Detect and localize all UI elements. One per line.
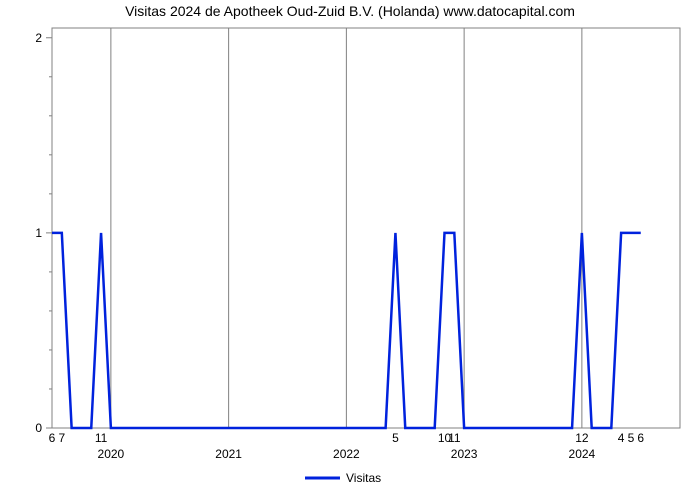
x-year-label: 2024 (569, 447, 596, 461)
x-month-label: 11 (448, 431, 461, 445)
x-month-label: 11 (95, 431, 108, 445)
visits-line-chart: Visitas 2024 de Apotheek Oud-Zuid B.V. (… (0, 0, 700, 500)
x-month-label: 7 (58, 431, 65, 445)
y-tick-label: 1 (35, 226, 42, 240)
x-month-label: 5 (628, 431, 635, 445)
chart-title: Visitas 2024 de Apotheek Oud-Zuid B.V. (… (125, 3, 575, 19)
y-tick-label: 0 (35, 421, 42, 435)
x-year-label: 2020 (98, 447, 125, 461)
y-tick-label: 2 (35, 31, 42, 45)
x-month-label: 4 (618, 431, 625, 445)
x-month-label: 6 (637, 431, 644, 445)
chart-bg (0, 0, 700, 500)
legend-label: Visitas (346, 471, 381, 485)
x-year-label: 2023 (451, 447, 478, 461)
x-year-label: 2021 (215, 447, 242, 461)
x-month-label: 5 (392, 431, 399, 445)
x-year-label: 2022 (333, 447, 360, 461)
x-month-label: 12 (575, 431, 589, 445)
x-month-label: 6 (49, 431, 56, 445)
